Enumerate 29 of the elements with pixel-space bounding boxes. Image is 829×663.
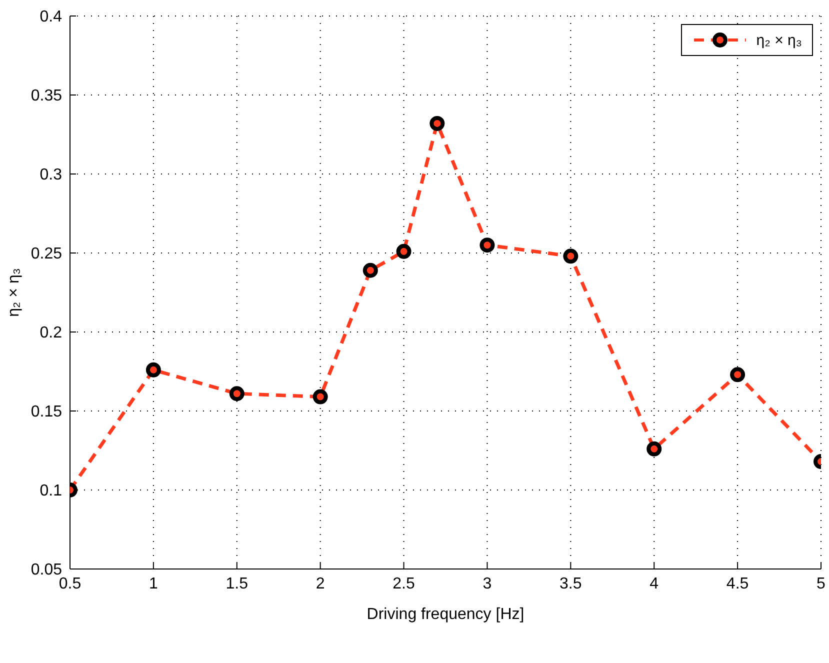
y-tick-label: 0.35 <box>30 88 62 105</box>
x-tick-label: 1.5 <box>226 575 248 592</box>
y-tick-label: 0.15 <box>30 404 62 421</box>
y-tick-label: 0.2 <box>40 324 62 342</box>
x-tick-label: 3.5 <box>560 575 582 592</box>
point <box>430 116 445 131</box>
point <box>229 386 244 402</box>
point <box>563 248 578 264</box>
x-tick-label: 1 <box>148 575 158 592</box>
y-tick-label: 0.3 <box>40 166 62 184</box>
legend-label: η₂ × η₃ <box>756 32 802 48</box>
y-tick-label: 0.1 <box>40 482 62 500</box>
y-tick-label: 0.25 <box>30 246 62 263</box>
point <box>312 389 328 404</box>
point <box>646 441 662 456</box>
point <box>480 238 495 253</box>
x-tick-label: 2 <box>316 575 325 592</box>
point <box>396 244 412 259</box>
y-axis-title: η₂ × η₃ <box>6 268 23 317</box>
x-tick-label: 3 <box>482 575 492 592</box>
x-axis-title: Driving frequency [Hz] <box>366 606 524 623</box>
x-tick-label: 4.5 <box>726 575 749 592</box>
x-tick-label: 2.5 <box>392 575 415 592</box>
x-tick-label: 4 <box>650 575 659 592</box>
point <box>146 362 161 378</box>
point <box>362 262 378 278</box>
x-tick-label: 5 <box>816 575 826 592</box>
point <box>730 367 746 382</box>
y-tick-label: 0.4 <box>40 8 62 26</box>
